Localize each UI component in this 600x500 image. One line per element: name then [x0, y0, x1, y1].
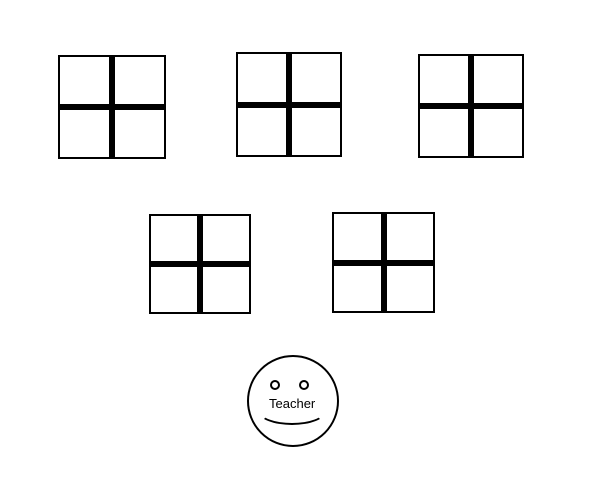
desk-horizontal-divider	[238, 102, 340, 108]
teacher-mouth-icon	[258, 397, 326, 425]
desk-row1-2	[418, 54, 524, 158]
desk-row1-0	[58, 55, 166, 159]
desk-horizontal-divider	[420, 103, 522, 109]
desk-horizontal-divider	[334, 260, 433, 266]
desk-row2-0	[149, 214, 251, 314]
desk-horizontal-divider	[151, 261, 249, 267]
desk-horizontal-divider	[60, 104, 164, 110]
desk-row1-1	[236, 52, 342, 157]
desk-row2-1	[332, 212, 435, 313]
teacher-eye-left-icon	[270, 380, 280, 390]
teacher-eye-right-icon	[299, 380, 309, 390]
